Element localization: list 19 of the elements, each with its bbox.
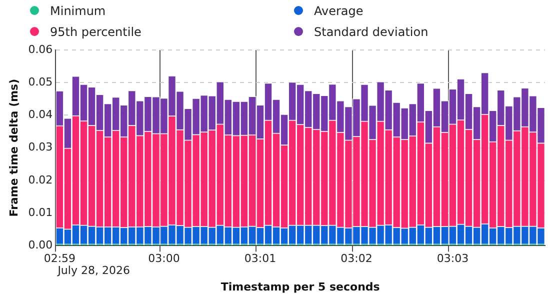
x-tick-label: 03:03 [436,252,469,266]
x-tick-label: 02:59 [44,252,76,266]
y-tick-label: 0.00 [28,238,53,252]
y-tick-label: 0.05 [28,75,53,88]
x-tick-label: 03:02 [340,252,372,266]
text: July 28, 2026 [56,264,130,277]
legend-label: Standard deviation [314,24,428,38]
y-tick-label: 0.02 [28,173,53,186]
y-tick-label: 0.01 [28,206,53,219]
x-tick-label: 03:00 [148,252,180,266]
y-tick-label: 0.06 [28,42,53,56]
y-tick-label: 0.03 [28,140,53,154]
legend-label: Minimum [50,4,106,18]
x-tick-label: 03:01 [244,252,276,266]
y-tick-label: 0.04 [28,108,53,122]
legend-label: Average [314,4,364,18]
y-axis-title: Frame time delta (ms) [7,78,20,217]
x-axis-title: Timestamp per 5 seconds [220,280,380,294]
legend-label: 95th percentile [50,24,142,38]
